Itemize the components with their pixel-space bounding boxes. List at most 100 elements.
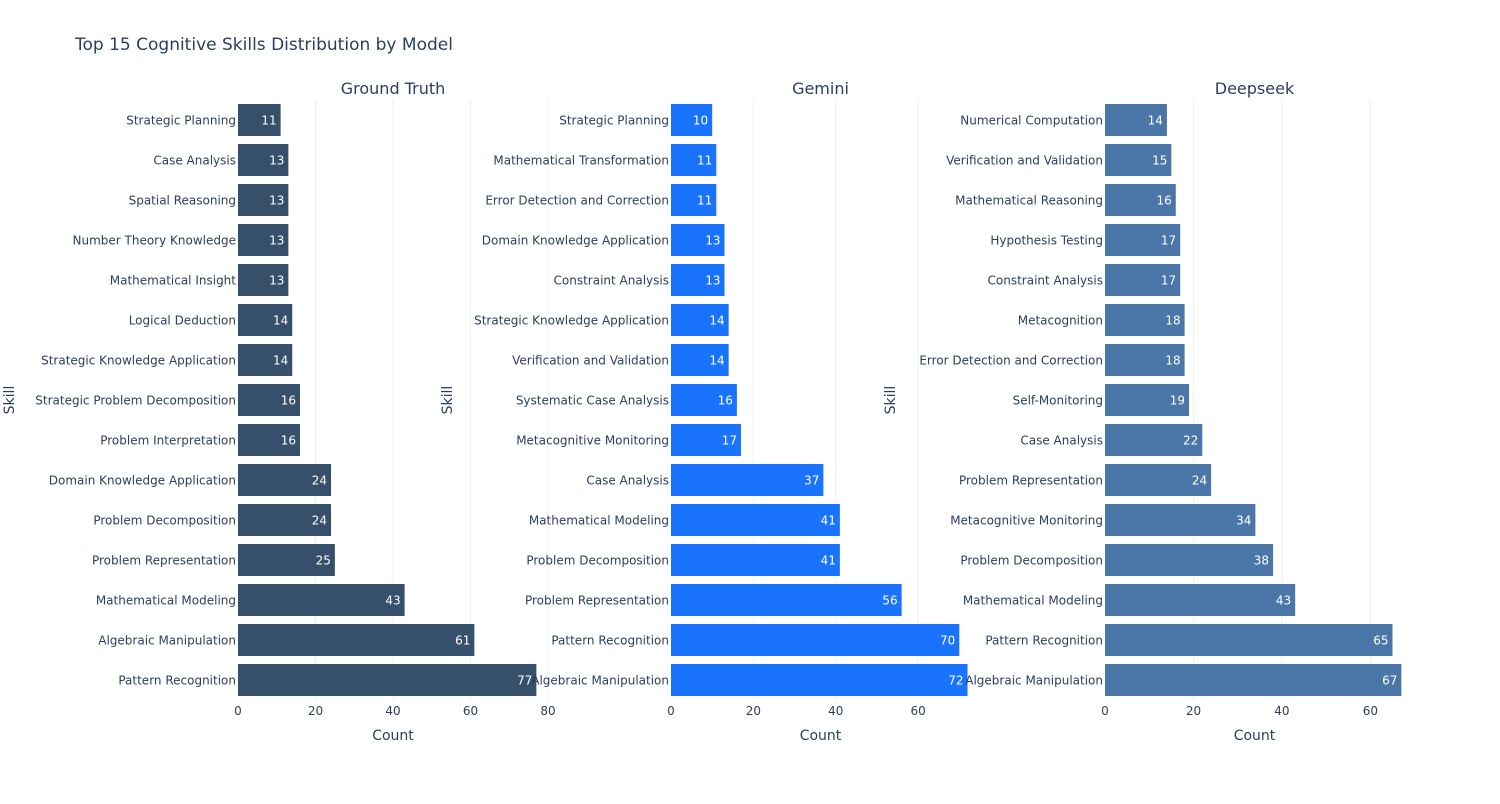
x-tick-label: 0: [234, 704, 242, 718]
bar: [671, 224, 725, 256]
x-tick-label: 0: [1101, 704, 1109, 718]
category-label: Pattern Recognition: [551, 634, 669, 648]
bar: [238, 424, 300, 456]
category-label: Mathematical Reasoning: [955, 194, 1103, 208]
panel-deepseek: Deepseek 0 20 40 60 14 Numerical Computation 15…: [883, 79, 1402, 744]
y-axis-title: Skill: [883, 386, 899, 415]
y-axis-title: Skill: [2, 386, 18, 415]
category-label: Mathematical Modeling: [529, 514, 669, 528]
x-tick-label: 20: [1186, 704, 1201, 718]
panel-gemini: Gemini 0 20 40 60 10 Strategic Planning 11 Mathe…: [440, 79, 968, 744]
bar: [1105, 224, 1181, 256]
category-label: Spatial Reasoning: [129, 194, 236, 208]
bar-value-label: 14: [709, 354, 724, 368]
bar: [238, 584, 405, 616]
bar: [1105, 264, 1181, 296]
category-label: Mathematical Modeling: [96, 594, 236, 608]
bar-value-label: 17: [1161, 274, 1176, 288]
bar-value-label: 41: [821, 554, 836, 568]
bar: [1105, 464, 1212, 496]
x-tick-label: 40: [1274, 704, 1289, 718]
category-label: Constraint Analysis: [554, 274, 669, 288]
x-axis-title: Count: [1234, 728, 1276, 744]
chart-panels: Ground Truth 0 20 40 60 80 11 Strategic Plannin…: [2, 79, 1402, 744]
bar-value-label: 25: [316, 554, 331, 568]
bar: [238, 304, 293, 336]
panel-title: Gemini: [792, 79, 849, 98]
bar-value-label: 56: [882, 594, 897, 608]
category-label: Problem Interpretation: [100, 434, 236, 448]
bar-value-label: 43: [1276, 594, 1291, 608]
category-label: Case Analysis: [586, 474, 669, 488]
category-label: Strategic Planning: [126, 114, 236, 128]
bar-value-label: 24: [312, 474, 327, 488]
category-label: Number Theory Knowledge: [73, 234, 237, 248]
category-label: Numerical Computation: [960, 114, 1103, 128]
bar: [1105, 104, 1167, 136]
bar-value-label: 10: [693, 114, 708, 128]
bar-value-label: 22: [1183, 434, 1198, 448]
category-label: Problem Decomposition: [526, 554, 669, 568]
bar: [671, 624, 960, 656]
x-tick-label: 60: [910, 704, 925, 718]
bar-value-label: 13: [269, 274, 284, 288]
bar: [238, 384, 300, 416]
bar: [238, 144, 289, 176]
category-label: Domain Knowledge Application: [49, 474, 236, 488]
bar-value-label: 13: [269, 154, 284, 168]
category-label: Case Analysis: [1020, 434, 1103, 448]
bar-value-label: 14: [273, 354, 288, 368]
category-label: Mathematical Insight: [110, 274, 237, 288]
category-label: Self-Monitoring: [1013, 394, 1103, 408]
bar: [1105, 504, 1256, 536]
x-tick-label: 20: [308, 704, 323, 718]
bar-value-label: 61: [455, 634, 470, 648]
bar-value-label: 70: [940, 634, 955, 648]
bar: [671, 184, 717, 216]
bar-value-label: 17: [1161, 234, 1176, 248]
bar: [671, 384, 737, 416]
category-label: Metacognitive Monitoring: [516, 434, 669, 448]
bar-value-label: 77: [517, 674, 532, 688]
category-label: Case Analysis: [153, 154, 236, 168]
bar: [1105, 144, 1172, 176]
category-label: Pattern Recognition: [985, 634, 1103, 648]
bar: [238, 264, 289, 296]
bar-value-label: 65: [1373, 634, 1388, 648]
category-label: Error Detection and Correction: [919, 354, 1103, 368]
bar: [238, 184, 289, 216]
x-tick-label: 40: [385, 704, 400, 718]
bar-value-label: 18: [1165, 314, 1180, 328]
bar-value-label: 13: [705, 234, 720, 248]
bar: [238, 544, 335, 576]
chart-title: Top 15 Cognitive Skills Distribution by …: [74, 35, 453, 55]
category-label: Problem Decomposition: [93, 514, 236, 528]
bar: [1105, 344, 1185, 376]
category-label: Strategic Knowledge Application: [474, 314, 669, 328]
bar: [238, 464, 331, 496]
x-tick-label: 60: [1363, 704, 1378, 718]
bar: [671, 664, 968, 696]
category-label: Constraint Analysis: [988, 274, 1103, 288]
bar-value-label: 11: [261, 114, 276, 128]
category-label: Algebraic Manipulation: [531, 674, 669, 688]
bar-value-label: 16: [281, 394, 296, 408]
bar: [671, 544, 840, 576]
category-label: Problem Representation: [525, 594, 669, 608]
bar-value-label: 18: [1165, 354, 1180, 368]
category-label: Error Detection and Correction: [485, 194, 669, 208]
bar-value-label: 14: [709, 314, 724, 328]
bar-value-label: 14: [1148, 114, 1163, 128]
bar: [1105, 584, 1296, 616]
category-label: Strategic Problem Decomposition: [35, 394, 236, 408]
bar-value-label: 13: [705, 274, 720, 288]
bar: [1105, 664, 1402, 696]
bar: [238, 104, 281, 136]
panel-title: Deepseek: [1215, 79, 1295, 98]
bar: [671, 344, 729, 376]
bar-value-label: 24: [312, 514, 327, 528]
y-axis-title: Skill: [440, 386, 456, 415]
bar: [1105, 384, 1190, 416]
panel-title: Ground Truth: [341, 79, 446, 98]
